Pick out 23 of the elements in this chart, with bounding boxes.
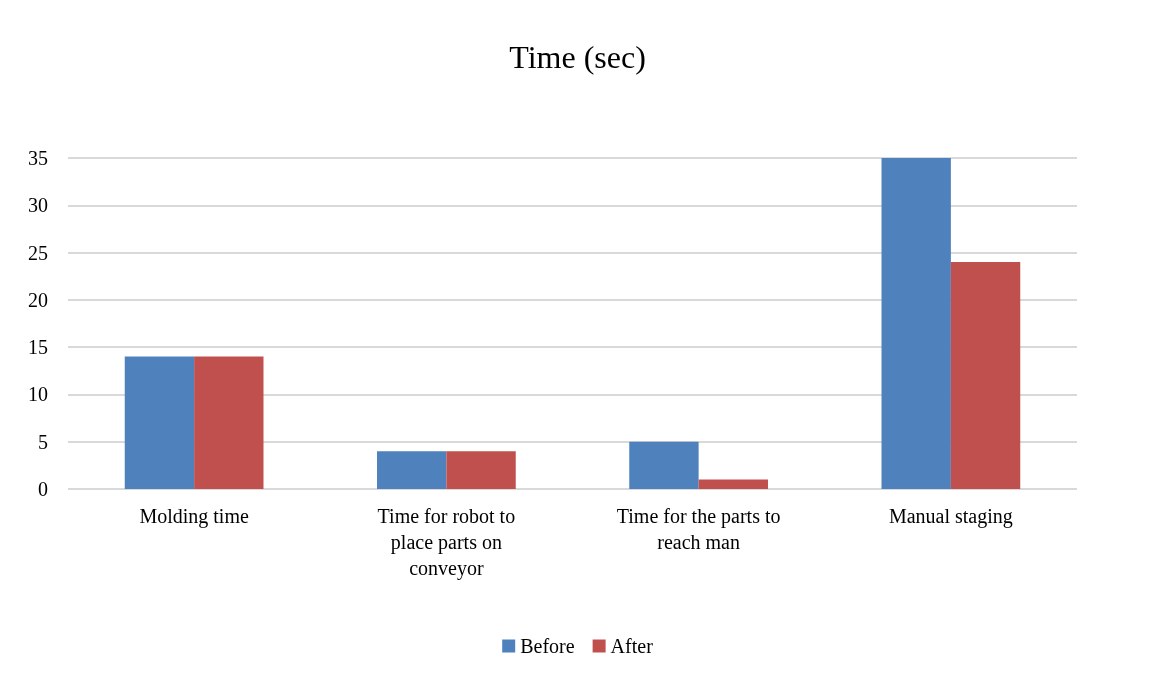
legend-label: After xyxy=(610,635,654,657)
legend-label: Before xyxy=(520,635,575,657)
y-tick-label: 35 xyxy=(28,147,48,169)
bar xyxy=(881,158,951,489)
x-tick-label: Time for robot to place parts on conveyor xyxy=(377,505,516,580)
bar xyxy=(377,451,447,489)
bar xyxy=(698,479,768,489)
bar xyxy=(446,451,516,489)
x-tick-label: Time for the parts to reach man xyxy=(616,505,781,553)
y-tick-label: 10 xyxy=(28,383,48,406)
chart-title: Time (sec) xyxy=(509,39,646,75)
x-tick-label: Molding time xyxy=(139,505,249,528)
bar xyxy=(629,441,699,489)
bar xyxy=(124,356,195,489)
y-tick-label: 30 xyxy=(28,194,48,217)
y-tick-label: 25 xyxy=(28,241,48,264)
y-tick-label: 0 xyxy=(38,478,48,500)
bar xyxy=(950,262,1021,489)
y-tick-label: 15 xyxy=(28,336,48,359)
x-tick-label: Manual staging xyxy=(888,505,1013,528)
bar xyxy=(194,356,264,489)
y-tick-label: 5 xyxy=(38,430,48,453)
y-tick-label: 20 xyxy=(28,288,48,311)
